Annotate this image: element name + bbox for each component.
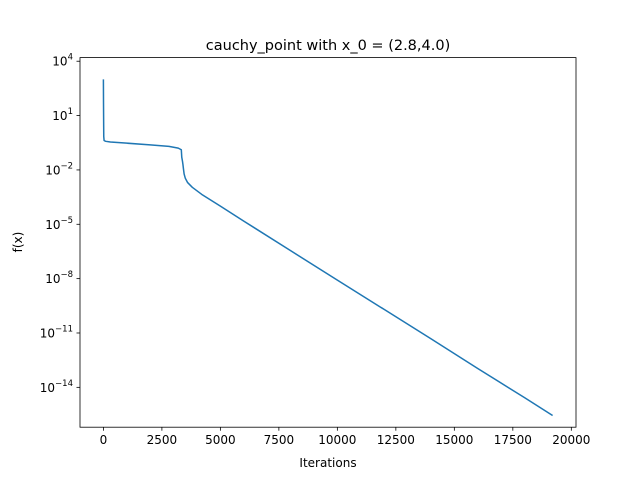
series-line-0 <box>102 79 554 417</box>
plot-frame <box>79 57 577 428</box>
y-tick-label: 104 <box>52 53 73 69</box>
x-tick-label: 17500 <box>494 433 532 447</box>
x-axis-label: Iterations <box>299 456 356 470</box>
y-tick-label: 10−2 <box>45 161 73 177</box>
y-tick-label: 10−8 <box>45 270 73 286</box>
x-tick-label: 20000 <box>552 433 590 447</box>
x-tick-label: 7500 <box>264 433 295 447</box>
x-tick-label: 5000 <box>205 433 236 447</box>
x-tick-label: 2500 <box>147 433 178 447</box>
y-axis-label: f(x) <box>11 232 25 253</box>
y-tick-label: 10−14 <box>40 379 73 395</box>
y-tick-label: 101 <box>52 107 73 123</box>
y-tick-label: 10−11 <box>40 324 73 340</box>
x-tick-label: 10000 <box>318 433 356 447</box>
chart-title: cauchy_point with x_0 = (2.8,4.0) <box>206 38 450 54</box>
x-tick-label: 0 <box>100 433 108 447</box>
x-tick-label: 15000 <box>435 433 473 447</box>
x-tick-label: 12500 <box>377 433 415 447</box>
y-tick-label: 10−5 <box>45 216 73 232</box>
